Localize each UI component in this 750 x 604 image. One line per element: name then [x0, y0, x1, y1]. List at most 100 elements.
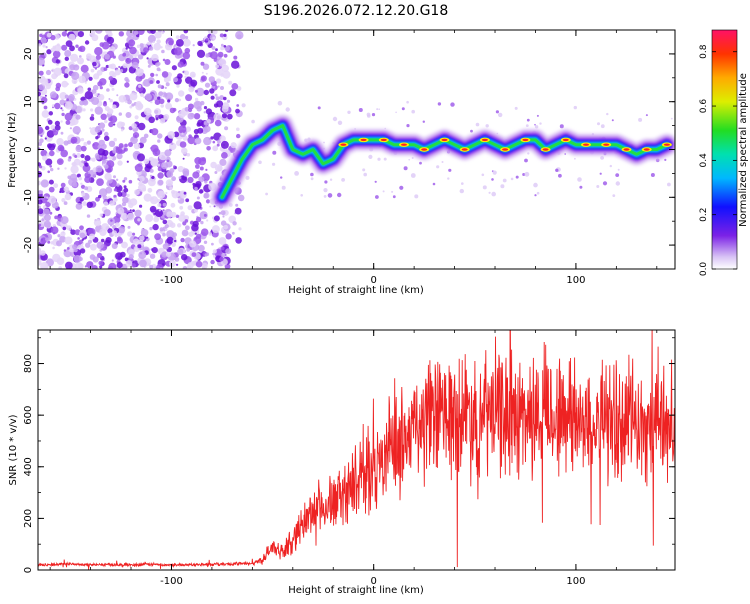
noise-speckle	[670, 117, 673, 120]
noise-speckle	[45, 69, 52, 76]
noise-speckle	[459, 188, 464, 194]
noise-speckle	[194, 89, 198, 93]
noise-speckle	[204, 253, 208, 257]
noise-speckle	[182, 51, 191, 60]
noise-speckle	[123, 177, 128, 181]
noise-speckle	[137, 153, 145, 162]
noise-speckle	[79, 55, 82, 58]
noise-speckle	[323, 195, 327, 198]
noise-speckle	[182, 266, 188, 269]
noise-speckle	[178, 214, 186, 222]
noise-speckle	[104, 156, 108, 160]
noise-speckle	[178, 125, 187, 134]
noise-speckle	[76, 173, 81, 178]
noise-speckle	[84, 162, 89, 167]
noise-speckle	[117, 226, 126, 234]
noise-speckle	[113, 188, 117, 192]
noise-speckle	[155, 117, 159, 121]
noise-speckle	[61, 80, 69, 88]
noise-speckle	[162, 202, 167, 207]
noise-speckle	[107, 108, 114, 115]
noise-speckle	[79, 225, 84, 231]
noise-speckle	[94, 47, 103, 56]
noise-speckle	[395, 111, 397, 114]
noise-speckle	[617, 168, 620, 171]
noise-speckle	[194, 137, 202, 145]
noise-speckle	[125, 112, 132, 118]
noise-speckle	[117, 236, 122, 242]
noise-speckle	[90, 108, 94, 112]
noise-speckle	[170, 142, 174, 145]
y-tick-label: 0	[23, 146, 34, 152]
noise-speckle	[84, 40, 90, 45]
x-tick-label: 0	[371, 275, 377, 286]
noise-speckle	[118, 204, 122, 207]
noise-speckle	[143, 193, 152, 202]
noise-speckle	[139, 259, 147, 268]
noise-speckle	[43, 105, 48, 110]
noise-speckle	[109, 115, 118, 123]
noise-speckle	[615, 173, 620, 178]
noise-speckle	[54, 124, 61, 131]
noise-speckle	[72, 182, 78, 188]
noise-speckle	[73, 247, 78, 253]
noise-speckle	[38, 223, 42, 227]
noise-speckle	[151, 247, 158, 254]
noise-speckle	[124, 82, 130, 88]
noise-speckle	[113, 123, 116, 126]
noise-speckle	[95, 30, 103, 34]
noise-speckle	[196, 87, 205, 97]
noise-speckle	[221, 253, 226, 258]
noise-speckle	[226, 113, 233, 120]
noise-speckle	[206, 219, 209, 222]
noise-speckle	[38, 199, 43, 205]
noise-speckle	[113, 194, 117, 199]
noise-speckle	[323, 188, 328, 193]
noise-speckle	[87, 239, 93, 244]
noise-speckle	[222, 215, 225, 218]
x-tick-label: -100	[160, 275, 183, 286]
noise-speckle	[126, 30, 134, 38]
noise-speckle	[145, 214, 154, 223]
noise-speckle	[558, 173, 562, 178]
noise-speckle	[154, 99, 161, 105]
noise-speckle	[182, 157, 185, 160]
noise-speckle	[113, 137, 117, 142]
y-tick-label: 10	[23, 95, 34, 108]
noise-speckle	[391, 190, 394, 193]
noise-speckle	[91, 265, 98, 269]
spectrogram-heatmap	[38, 30, 675, 269]
noise-speckle	[72, 161, 77, 167]
noise-speckle	[491, 178, 494, 181]
noise-speckle	[317, 106, 321, 110]
noise-speckle	[526, 118, 530, 122]
noise-speckle	[118, 143, 124, 149]
noise-speckle	[49, 150, 55, 157]
noise-speckle	[86, 140, 91, 145]
noise-speckle	[220, 86, 224, 90]
noise-speckle	[220, 43, 224, 47]
noise-speckle	[197, 40, 203, 47]
noise-speckle	[126, 212, 135, 221]
noise-speckle	[158, 209, 161, 212]
noise-speckle	[191, 252, 197, 257]
noise-speckle	[211, 30, 218, 35]
ridge-hotspot-core	[542, 148, 549, 151]
noise-speckle	[157, 179, 164, 186]
noise-speckle	[184, 70, 190, 76]
noise-speckle	[42, 44, 46, 48]
noise-speckle	[92, 61, 97, 67]
noise-speckle	[60, 120, 63, 123]
noise-speckle	[63, 201, 68, 206]
ridge-band	[211, 114, 675, 209]
noise-speckle	[97, 148, 106, 156]
noise-speckle	[169, 107, 176, 114]
noise-speckle	[63, 249, 67, 252]
noise-speckle	[38, 57, 45, 66]
noise-speckle	[43, 220, 51, 228]
noise-speckle	[147, 178, 156, 187]
noise-speckle	[574, 157, 576, 160]
noise-speckle	[38, 208, 44, 215]
noise-speckle	[84, 91, 94, 100]
noise-speckle	[56, 158, 64, 166]
